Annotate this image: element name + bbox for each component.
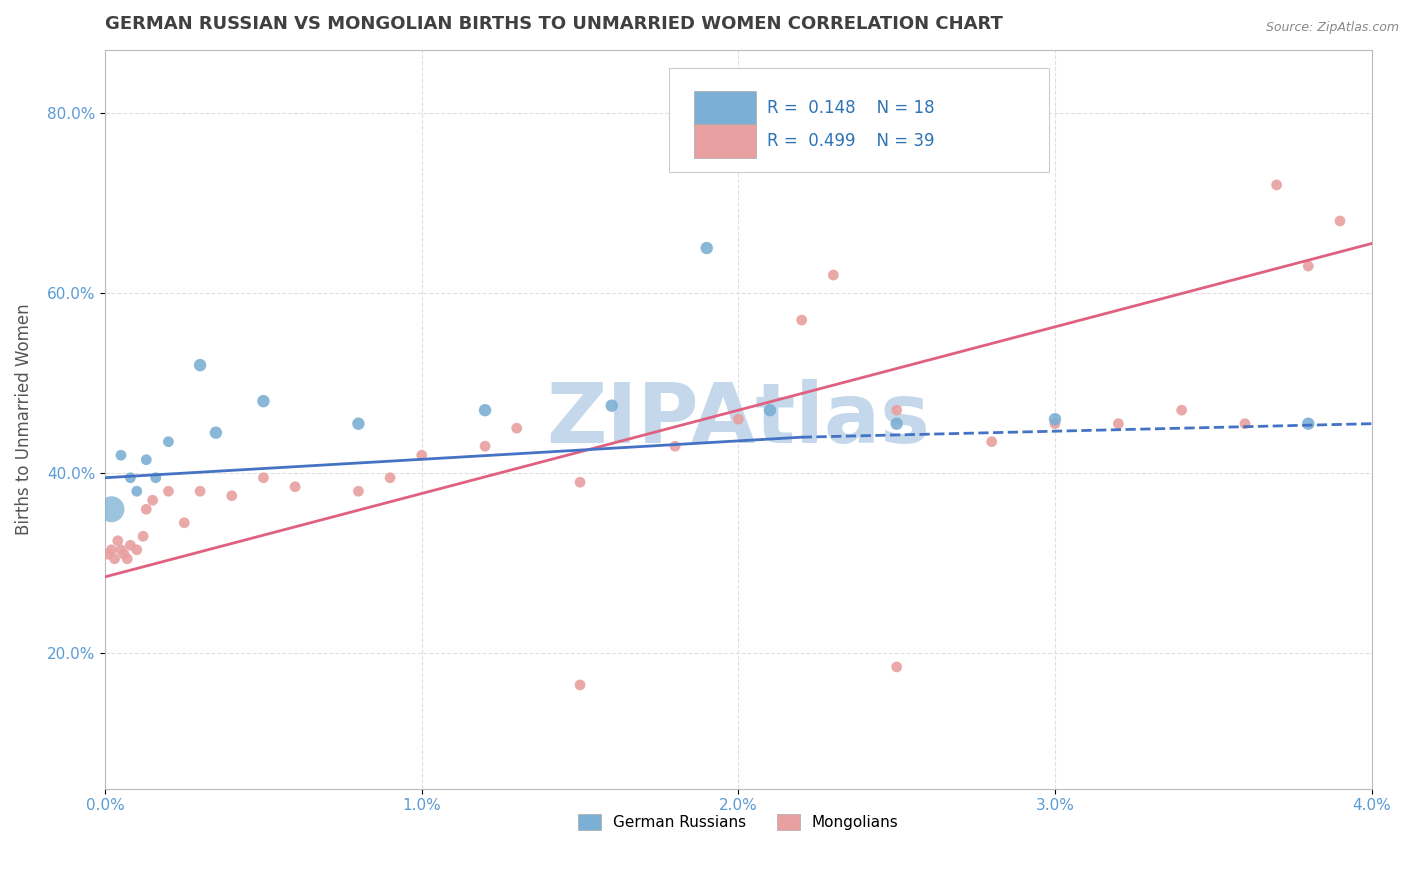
- Point: [252, 471, 274, 485]
- Text: R =  0.499    N = 39: R = 0.499 N = 39: [768, 132, 935, 151]
- Point: [135, 452, 157, 467]
- Point: [125, 542, 148, 557]
- Point: [252, 394, 274, 409]
- Point: [1329, 214, 1351, 228]
- FancyBboxPatch shape: [669, 69, 1049, 172]
- Point: [221, 489, 243, 503]
- Point: [120, 471, 142, 485]
- Point: [411, 448, 433, 462]
- Point: [474, 403, 496, 417]
- Point: [188, 484, 211, 499]
- Point: [1170, 403, 1192, 417]
- Point: [142, 493, 165, 508]
- FancyBboxPatch shape: [695, 91, 756, 125]
- Point: [107, 533, 129, 548]
- Point: [569, 475, 592, 490]
- Point: [506, 421, 529, 435]
- Point: [104, 551, 127, 566]
- Text: ZIPAtlas: ZIPAtlas: [547, 379, 931, 459]
- Point: [1233, 417, 1256, 431]
- Text: Source: ZipAtlas.com: Source: ZipAtlas.com: [1265, 21, 1399, 34]
- Point: [696, 241, 718, 255]
- Point: [125, 484, 148, 499]
- Point: [1298, 417, 1320, 431]
- Point: [1265, 178, 1288, 192]
- Point: [727, 412, 749, 426]
- Point: [157, 434, 180, 449]
- Point: [1043, 412, 1066, 426]
- Legend: German Russians, Mongolians: German Russians, Mongolians: [572, 808, 905, 837]
- Point: [886, 403, 908, 417]
- Point: [110, 542, 132, 557]
- Point: [980, 434, 1002, 449]
- Point: [1043, 417, 1066, 431]
- Point: [145, 471, 167, 485]
- Point: [347, 484, 370, 499]
- Point: [205, 425, 228, 440]
- Point: [600, 399, 623, 413]
- Point: [117, 551, 139, 566]
- Point: [823, 268, 845, 282]
- Point: [664, 439, 686, 453]
- Point: [284, 480, 307, 494]
- Point: [132, 529, 155, 543]
- Point: [790, 313, 813, 327]
- Point: [1298, 259, 1320, 273]
- Point: [347, 417, 370, 431]
- Point: [112, 547, 135, 561]
- Point: [759, 403, 782, 417]
- Point: [100, 502, 122, 516]
- Point: [110, 448, 132, 462]
- Text: R =  0.148    N = 18: R = 0.148 N = 18: [768, 99, 935, 117]
- Point: [188, 358, 211, 372]
- Point: [569, 678, 592, 692]
- Text: GERMAN RUSSIAN VS MONGOLIAN BIRTHS TO UNMARRIED WOMEN CORRELATION CHART: GERMAN RUSSIAN VS MONGOLIAN BIRTHS TO UN…: [105, 15, 1002, 33]
- FancyBboxPatch shape: [695, 125, 756, 159]
- Point: [173, 516, 195, 530]
- Point: [97, 547, 120, 561]
- Point: [100, 542, 122, 557]
- Point: [1107, 417, 1129, 431]
- Point: [886, 660, 908, 674]
- Y-axis label: Births to Unmarried Women: Births to Unmarried Women: [15, 303, 32, 535]
- Point: [157, 484, 180, 499]
- Point: [378, 471, 401, 485]
- Point: [886, 417, 908, 431]
- Point: [474, 439, 496, 453]
- Point: [120, 538, 142, 552]
- Point: [135, 502, 157, 516]
